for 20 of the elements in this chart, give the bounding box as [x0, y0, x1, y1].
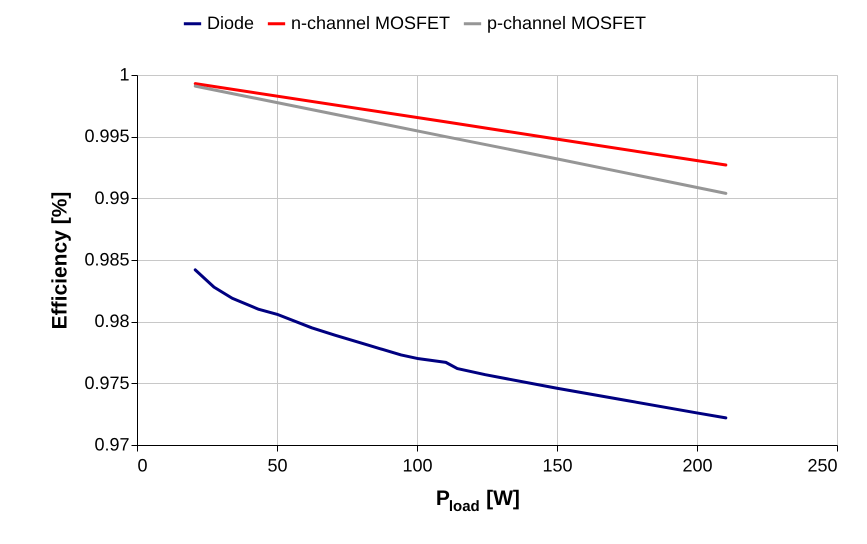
y-tick-label: 0.97 — [94, 434, 130, 454]
x-tick-label: 200 — [682, 456, 713, 476]
legend-label: Diode — [207, 12, 254, 33]
line-series — [194, 268, 728, 420]
line-series — [194, 84, 728, 195]
x-tick-label: 150 — [542, 456, 573, 476]
y-tick-label: 0.985 — [84, 250, 130, 270]
y-tick-label: 0.98 — [94, 311, 130, 332]
y-tick-label: 1 — [119, 64, 130, 84]
y-tick-label: 0.975 — [84, 372, 130, 393]
line-series — [194, 82, 728, 167]
x-tick-label: 250 — [807, 456, 838, 476]
legend-label: n-channel MOSFET — [291, 12, 450, 33]
legend-label: p-channel MOSFET — [487, 12, 646, 33]
x-tick-label: 0 — [138, 456, 148, 476]
y-axis-title: Efficiency [%] — [48, 192, 72, 330]
y-tick-label: 0.99 — [94, 188, 130, 208]
x-tick-label: 100 — [402, 456, 433, 476]
y-tick-label: 0.995 — [84, 126, 130, 146]
x-tick-label: 50 — [267, 456, 288, 476]
